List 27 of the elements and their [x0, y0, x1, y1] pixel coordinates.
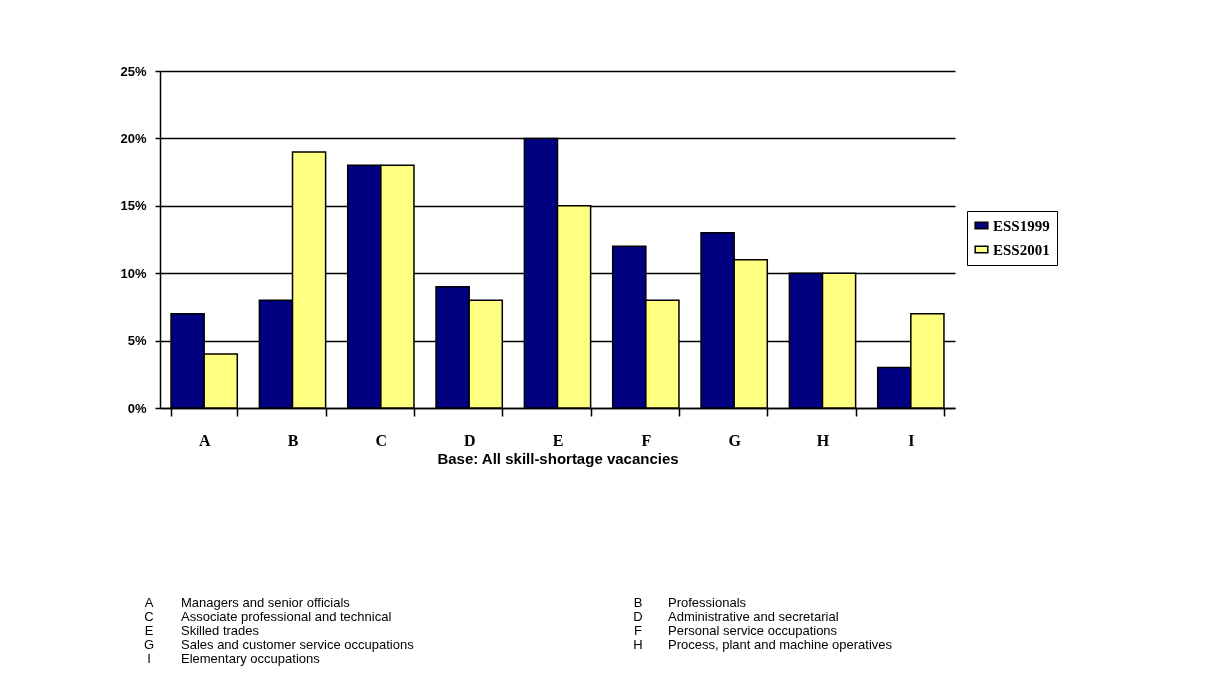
legend-label: ESS2001 [993, 241, 1050, 258]
x-tick-label: F [641, 431, 652, 449]
text: A Managers and senior officials [144, 595, 350, 610]
x-tick-label: B [287, 431, 299, 449]
text: C Associate professional and technical [144, 609, 392, 624]
text: F Personal service occupations [634, 623, 838, 638]
legend-label: ESS1999 [993, 217, 1050, 234]
x-tick-label: E [552, 431, 564, 449]
x-tick-label: G [728, 431, 742, 449]
x-tick-label: H [816, 431, 830, 449]
text: I Elementary occupations [147, 651, 320, 666]
x-tick-label: C [375, 431, 388, 449]
x-tick-label: D [463, 431, 476, 449]
y-tick-label: 15% [120, 198, 147, 214]
y-tick-label: 10% [120, 265, 147, 281]
text: G Sales and customer service occupations [143, 637, 414, 652]
text: H Process, plant and machine operatives [633, 637, 893, 652]
x-axis-title: Base: All skill-shortage vacancies [437, 449, 679, 467]
y-tick-label: 20% [120, 130, 147, 146]
x-tick-label: I [908, 431, 915, 449]
x-tick-label: A [198, 431, 211, 449]
y-tick-label: 5% [127, 333, 147, 349]
y-tick-label: 0% [127, 400, 147, 416]
text: E Skilled trades [144, 623, 260, 638]
text: B Professionals [633, 595, 747, 610]
y-tick-label: 25% [120, 63, 147, 79]
text: D Administrative and secretarial [633, 609, 839, 624]
